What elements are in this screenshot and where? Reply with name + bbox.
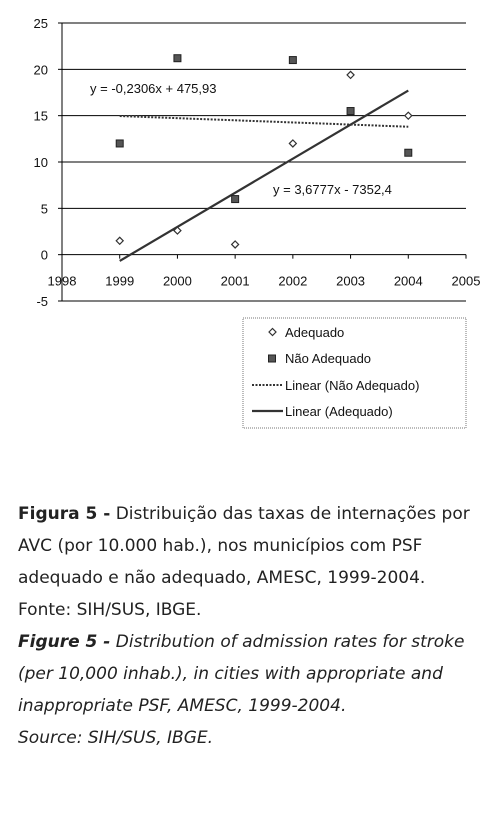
point-nao-adequado: [288, 56, 297, 65]
point-nao-adequado: [115, 139, 124, 148]
y-axis-tick-labels: -5 0 5 10 15 20 25: [34, 16, 48, 309]
trendlines: [119, 89, 409, 262]
y-tick-label: 0: [41, 248, 48, 263]
legend-label-linear-nao-adequado: Linear (Não Adequado): [285, 378, 419, 393]
point-nao-adequado: [346, 107, 355, 116]
x-tick-label: 2004: [394, 274, 423, 289]
caption-en-source: Source: SIH/SUS, IBGE.: [18, 728, 214, 748]
y-tick-label: 10: [34, 155, 48, 170]
point-nao-adequado: [173, 54, 182, 63]
trendline-equation-nao-adequado: y = -0,2306x + 475,93: [90, 81, 216, 96]
legend: Adequado Não Adequado Linear (Não Adequa…: [242, 317, 467, 429]
point-adequado: [173, 226, 182, 235]
x-tick-label: 2005: [452, 274, 481, 289]
point-adequado: [115, 236, 125, 246]
caption-pt-label: Figura 5 -: [18, 504, 111, 524]
legend-label-adequado: Adequado: [285, 325, 344, 340]
y-tick-label: 25: [34, 16, 48, 31]
x-tick-label: 2001: [221, 274, 250, 289]
legend-label-linear-adequado: Linear (Adequado): [285, 404, 393, 419]
point-adequado: [230, 240, 240, 249]
caption-pt-source: Fonte: SIH/SUS, IBGE.: [18, 600, 202, 620]
trendline-nao-adequado: [119, 115, 409, 128]
y-tick-label: -5: [36, 294, 48, 309]
legend-label-nao-adequado: Não Adequado: [285, 351, 371, 366]
caption-en-text: Distribution of admission rates for stro…: [18, 632, 465, 716]
x-tick-label: 1999: [105, 274, 134, 289]
x-tick-label: 2000: [163, 274, 192, 289]
scatter-chart: -5 0 5 10 15 20 25 1998 1999 2000 2001 2002 2003 200…: [34, 16, 481, 429]
caption-portuguese: Figura 5 - Distribuição das taxas de int…: [18, 498, 488, 594]
y-tick-label: 15: [34, 109, 48, 124]
x-axis-tick-labels: 1998 1999 2000 2001 2002 2003 2004 2005: [48, 274, 481, 289]
point-adequado: [346, 70, 355, 80]
y-tick-label: 20: [34, 62, 48, 77]
legend-box: [242, 317, 467, 429]
data-points: [115, 54, 413, 249]
legend-diamond-marker: [268, 327, 277, 337]
x-tick-label: 2003: [336, 274, 365, 289]
caption-pt-text: Distribuição das taxas de internações po…: [18, 504, 470, 588]
point-nao-adequado: [231, 195, 240, 204]
trendline-adequado: [119, 89, 409, 262]
caption-en-label: Figure 5 -: [18, 632, 111, 652]
x-tick-label: 2002: [278, 274, 307, 289]
point-adequado: [403, 111, 413, 121]
gridlines: [62, 22, 466, 302]
caption-english: Figure 5 - Distribution of admission rat…: [18, 626, 488, 722]
point-nao-adequado: [404, 148, 413, 157]
x-tick-label: 1998: [48, 274, 77, 289]
figure-caption: Figura 5 - Distribuição das taxas de int…: [18, 498, 488, 754]
y-tick-label: 5: [41, 201, 48, 216]
legend-square-marker: [268, 354, 276, 363]
trendline-equation-adequado: y = 3,6777x - 7352,4: [273, 182, 392, 197]
point-adequado: [288, 139, 298, 148]
